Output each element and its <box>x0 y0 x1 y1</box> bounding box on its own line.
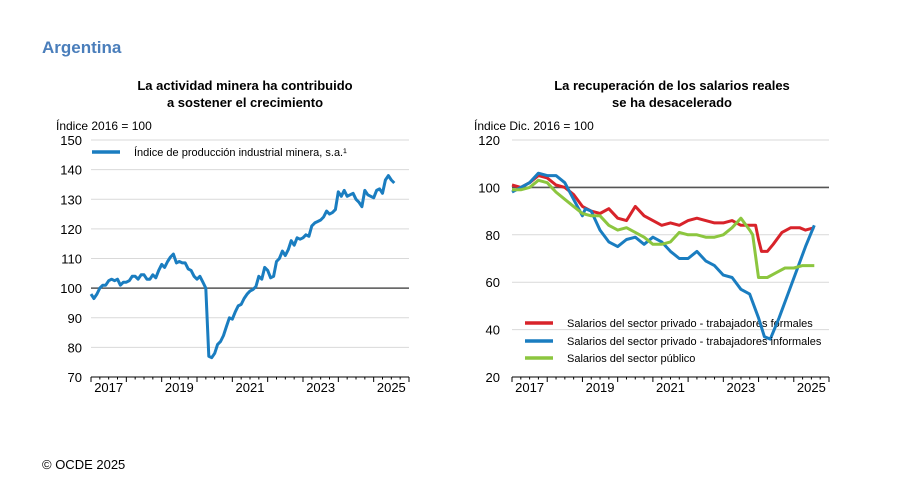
chart-title-line: a sostener el crecimiento <box>167 95 323 110</box>
y-tick-label: 130 <box>60 192 82 207</box>
x-tick-label: 2021 <box>236 380 265 395</box>
legend-label: Salarios del sector privado - trabajador… <box>567 318 813 330</box>
x-tick-label: 2021 <box>656 380 685 395</box>
y-axis-label: Índice 2016 = 100 <box>56 118 152 133</box>
y-tick-label: 40 <box>486 323 500 338</box>
copyright: © OCDE 2025 <box>42 457 125 472</box>
y-tick-label: 20 <box>486 370 500 385</box>
y-axis-label: Índice Dic. 2016 = 100 <box>474 118 594 133</box>
chart-title-line: La recuperación de los salarios reales <box>554 78 790 93</box>
series-line <box>511 171 816 341</box>
x-tick-label: 2017 <box>94 380 123 395</box>
y-tick-label: 100 <box>478 180 500 195</box>
y-tick-label: 100 <box>60 281 82 296</box>
y-tick-label: 150 <box>60 133 82 148</box>
page-title: Argentina <box>42 38 122 57</box>
y-tick-label: 110 <box>61 252 82 267</box>
y-tick-label: 80 <box>68 340 82 355</box>
x-tick-label: 2017 <box>515 380 544 395</box>
y-tick-label: 120 <box>478 133 500 148</box>
y-tick-label: 140 <box>60 163 82 178</box>
chart-wages: La recuperación de los salarios reales se… <box>474 78 830 395</box>
y-tick-label: 70 <box>68 370 82 385</box>
x-tick-label: 2023 <box>306 380 335 395</box>
y-tick-label: 60 <box>486 275 500 290</box>
x-tick-label: 2019 <box>586 380 615 395</box>
y-tick-label: 90 <box>68 311 82 326</box>
series-line <box>89 174 396 360</box>
legend-label: Índice de producción industrial minera, … <box>134 146 347 159</box>
x-tick-label: 2023 <box>726 380 755 395</box>
chart-mining: La actividad minera ha contribuido a sost… <box>56 78 410 395</box>
y-tick-label: 120 <box>60 222 82 237</box>
legend-label: Salarios del sector público <box>567 353 695 365</box>
x-tick-label: 2025 <box>377 380 406 395</box>
x-tick-label: 2025 <box>797 380 826 395</box>
chart-title-line: se ha desacelerado <box>612 95 732 110</box>
y-tick-label: 80 <box>486 228 500 243</box>
chart-title-line: La actividad minera ha contribuido <box>137 78 352 93</box>
series-line <box>512 178 815 279</box>
legend-label: Salarios del sector privado - trabajador… <box>567 336 822 348</box>
x-tick-label: 2019 <box>165 380 194 395</box>
